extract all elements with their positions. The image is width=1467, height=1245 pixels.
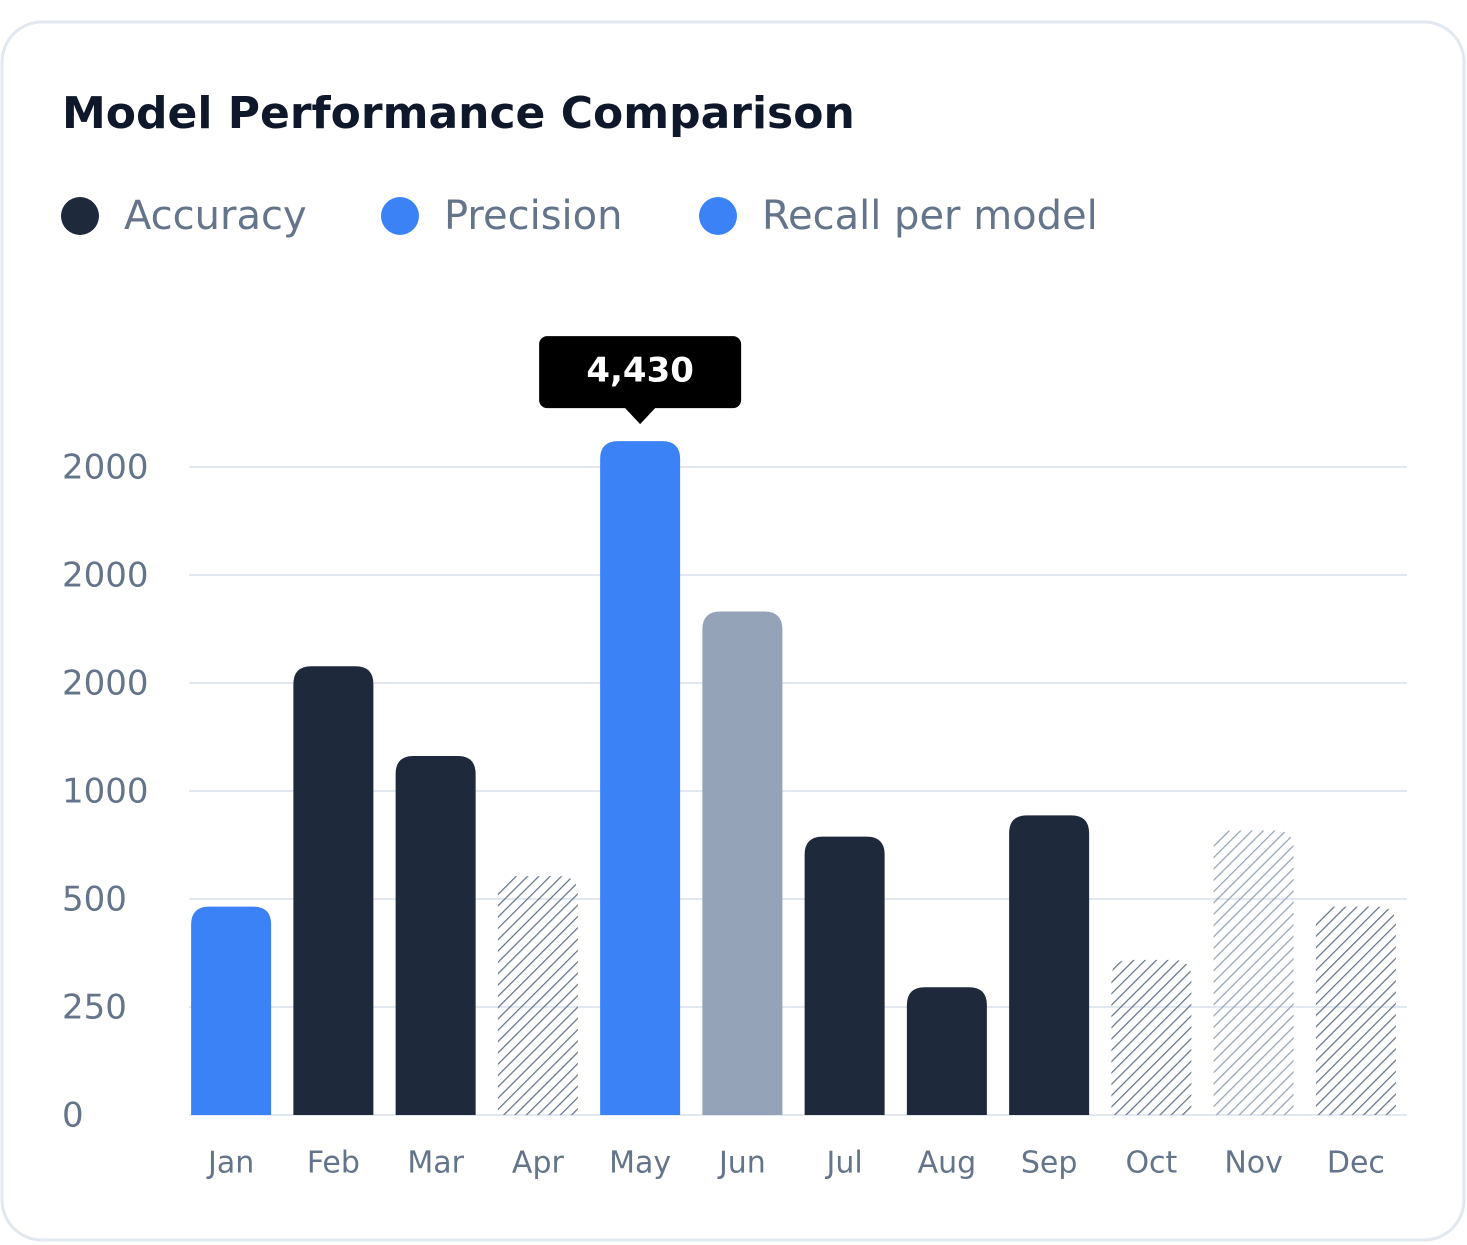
bar bbox=[702, 611, 783, 1115]
bar bbox=[804, 836, 885, 1115]
bar bbox=[191, 906, 272, 1115]
x-tick-label: Mar bbox=[407, 1146, 464, 1181]
tooltip bbox=[539, 336, 742, 425]
legend-label: Recall per model bbox=[762, 193, 1098, 239]
legend-label: Accuracy bbox=[124, 193, 307, 239]
x-tick-label: Dec bbox=[1327, 1146, 1385, 1181]
bar bbox=[1213, 830, 1294, 1115]
x-tick-label: Apr bbox=[512, 1146, 565, 1181]
bar bbox=[906, 987, 987, 1115]
chart-title: Model Performance Comparison bbox=[62, 88, 855, 139]
x-tick-label: Aug bbox=[918, 1146, 977, 1181]
bar bbox=[293, 666, 374, 1115]
tooltip-value: 4,430 bbox=[586, 351, 694, 391]
x-tick-label: Oct bbox=[1125, 1146, 1177, 1181]
y-tick-label: 2000 bbox=[62, 556, 149, 596]
y-tick-label: 1000 bbox=[62, 772, 149, 812]
x-tick-label: Nov bbox=[1224, 1146, 1283, 1181]
bar bbox=[600, 441, 681, 1115]
legend-swatch bbox=[699, 197, 737, 235]
y-tick-label: 0 bbox=[62, 1096, 84, 1136]
y-tick-label: 2000 bbox=[62, 448, 149, 488]
bar bbox=[1009, 815, 1090, 1115]
bar bbox=[395, 756, 476, 1115]
bar bbox=[497, 876, 578, 1115]
x-tick-label: Sep bbox=[1021, 1146, 1078, 1181]
y-tick-label: 500 bbox=[62, 880, 127, 920]
bar bbox=[1111, 959, 1192, 1115]
legend-swatch bbox=[61, 197, 99, 235]
x-tick-label: Jan bbox=[206, 1146, 254, 1181]
legend-swatch bbox=[381, 197, 419, 235]
bar bbox=[1315, 906, 1396, 1115]
x-tick-label: Feb bbox=[307, 1146, 360, 1181]
y-tick-label: 2000 bbox=[62, 664, 149, 704]
x-tick-label: May bbox=[609, 1146, 671, 1181]
x-tick-label: Jun bbox=[717, 1146, 766, 1181]
legend-label: Precision bbox=[444, 193, 622, 239]
x-tick-label: Jul bbox=[825, 1146, 863, 1181]
y-tick-label: 250 bbox=[62, 988, 127, 1028]
